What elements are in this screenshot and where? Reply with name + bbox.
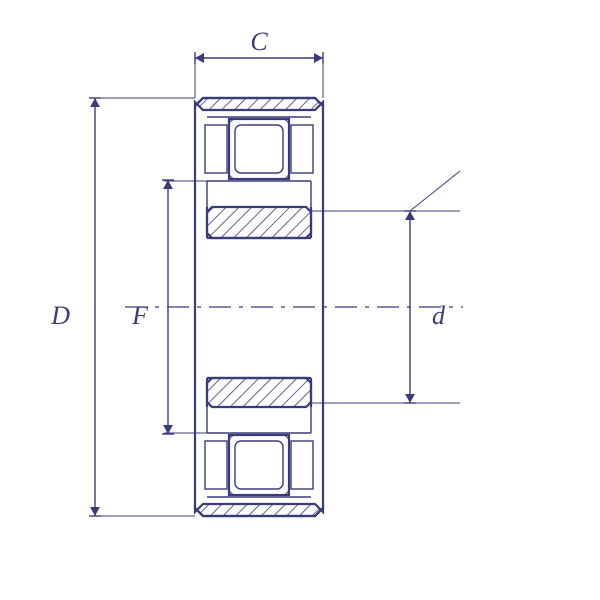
bearing-cross-section: C D Fd bbox=[0, 0, 600, 600]
dimension-label: C bbox=[250, 27, 268, 56]
dimension-label: d bbox=[432, 301, 446, 330]
dimension-label: D bbox=[50, 301, 70, 330]
dimension-label: F bbox=[131, 301, 149, 330]
